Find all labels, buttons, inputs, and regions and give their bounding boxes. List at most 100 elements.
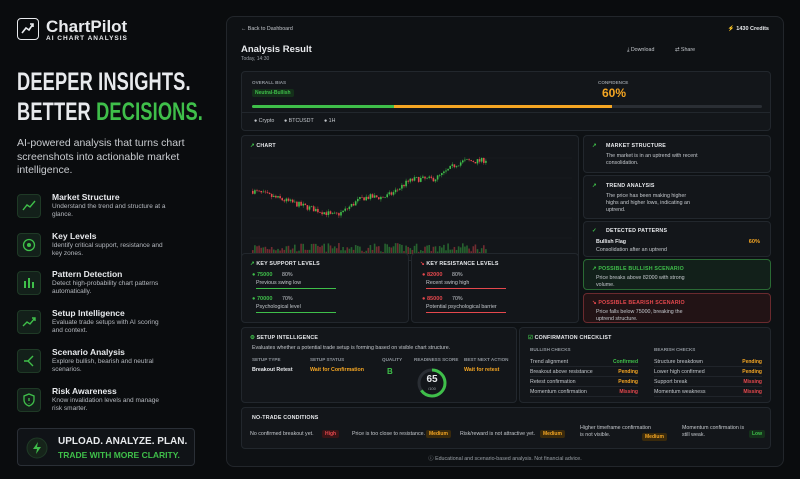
feature-text: Evaluate trade setups with AI scoring an… [52, 319, 159, 335]
candle-body [378, 197, 380, 200]
candle-body [308, 206, 311, 210]
bias-value: Neutral-Bullish [252, 89, 294, 97]
volume-bar [268, 249, 271, 254]
card-title-text: POSSIBLE BEARISH SCENARIO [598, 300, 685, 306]
tag-text: Crypto [258, 118, 275, 124]
back-link[interactable]: ← Back to Dashboard [241, 26, 293, 32]
volume-bar [430, 251, 433, 254]
volume-bar [371, 249, 374, 254]
volume-bar [384, 243, 386, 254]
volume-bar [298, 250, 300, 254]
volume-bar [438, 246, 441, 254]
volume-bar [428, 245, 430, 254]
volume-bar [449, 249, 451, 254]
pattern-confidence: 60% [748, 239, 760, 245]
volume-bar [472, 246, 475, 254]
level-label: Psychological level [256, 304, 301, 310]
download-button[interactable]: ⤓ Download [627, 47, 655, 53]
check-row: Momentum weakness Missing [654, 387, 762, 397]
volume-bar [296, 251, 298, 254]
volume-bar [424, 246, 426, 254]
score-max: /100 [428, 386, 436, 391]
candle-body [338, 213, 340, 216]
check-row: Support break Missing [654, 377, 762, 387]
candle-body [468, 159, 470, 161]
volume-bar [333, 246, 336, 254]
candle-body [367, 196, 370, 199]
candle-body [451, 164, 454, 166]
candle-body [277, 196, 279, 198]
candle-body [422, 176, 424, 178]
level-price: ● 82000 [422, 272, 443, 278]
card-text: Price falls below 75000, breaking the up… [596, 309, 683, 322]
element: ↗ [250, 261, 255, 267]
volume-bar [405, 245, 407, 254]
volume-bar [346, 247, 349, 254]
price: 70000 [256, 296, 273, 302]
feature-text: Identify critical support, resistance an… [52, 242, 163, 258]
candle-body [336, 212, 338, 214]
feature-title: Risk Awareness [52, 386, 117, 396]
candle-body [441, 173, 443, 176]
volume-bar [302, 243, 304, 254]
support-card: ↗ KEY SUPPORT LEVELS ● 75000 80% Previou… [241, 253, 409, 323]
candle-body [252, 190, 254, 194]
card-icon: ↗ [592, 183, 597, 189]
element: ↘ [420, 261, 425, 267]
card-title: NO-TRADE CONDITIONS [252, 415, 319, 421]
volume-bar [483, 245, 485, 254]
candle-body [266, 192, 269, 193]
credits[interactable]: ⚡ 1430 Credits [728, 26, 769, 32]
volume-bar [432, 246, 435, 254]
card-title-text: KEY RESISTANCE LEVELS [426, 261, 499, 267]
logo [17, 18, 39, 40]
candle-body [333, 212, 336, 214]
candle-body [464, 159, 466, 161]
tag-text: BTCUSDT [288, 118, 314, 124]
element: ⚙ [250, 335, 255, 341]
card-text: The market is in an uptrend with recent … [606, 153, 698, 166]
col-label: QUALITY [382, 357, 403, 362]
element [21, 23, 34, 34]
element [417, 368, 447, 398]
volume-bar [262, 247, 265, 254]
candle-body [483, 157, 485, 163]
setup-status: Wait for Confirmation [310, 367, 364, 373]
candle-body [294, 201, 296, 203]
patterns-card: ✓ DETECTED PATTERNS Bullish Flag Consoli… [583, 221, 771, 257]
volume-bar [279, 250, 281, 254]
pattern-text: Consolidation after an uptrend [596, 247, 667, 253]
setup-quality: B [387, 367, 393, 376]
card-title: ↘ POSSIBLE BEARISH SCENARIO [592, 300, 685, 306]
candle-body [304, 203, 307, 206]
volume-bar [283, 249, 286, 254]
level-label: Recent swing high [426, 280, 470, 286]
volume-bar [304, 249, 307, 254]
candle-body [472, 161, 475, 163]
volume-bar [354, 245, 357, 254]
candle-body [480, 157, 483, 162]
feature-text: Detect high-probability chart patterns a… [52, 280, 159, 296]
candle-body [275, 195, 277, 198]
level-strength: 70% [282, 296, 293, 302]
level-price: ● 75000 [252, 272, 273, 278]
volume-bar [342, 246, 344, 254]
candle-body [384, 197, 386, 198]
card-title: ⚙ SETUP INTELLIGENCE [250, 335, 318, 341]
candle-body [478, 159, 481, 162]
element [22, 200, 36, 211]
volume-bar [319, 246, 321, 254]
candle-body [281, 198, 283, 201]
share-button[interactable]: ⇄ Share [675, 47, 696, 53]
price: 75000 [256, 272, 273, 278]
candle-body [306, 205, 309, 210]
volume-bar [310, 243, 313, 254]
check-row: Momentum confirmation Missing [530, 387, 638, 397]
volume-bar [411, 249, 414, 254]
candle-body [373, 195, 376, 198]
candle-body [289, 199, 292, 201]
volume-bar [254, 245, 256, 254]
volume-bar [317, 245, 319, 254]
candle-body [258, 190, 260, 192]
